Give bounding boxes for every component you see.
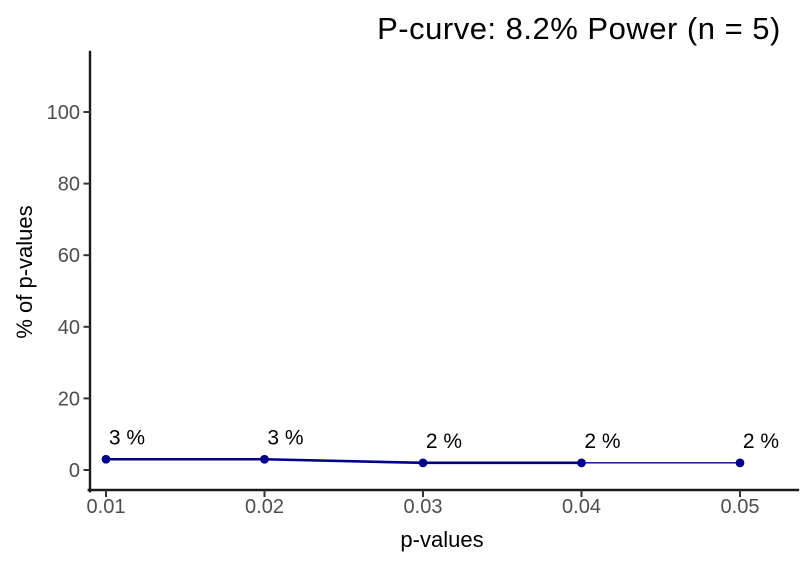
data-point [577,458,586,468]
y-tick-label: 80 [58,174,80,196]
x-axis-ticks: 0.01 0.02 0.03 0.04 0.05 [87,490,760,518]
y-tick-label: 0 [69,460,80,482]
x-tick-label: 0.04 [562,496,601,518]
y-tick-label: 20 [58,388,80,410]
x-tick-label: 0.05 [721,496,760,518]
chart-title: P-curve: 8.2% Power (n = 5) [377,11,781,46]
data-point-label: 2 % [743,430,779,453]
p-curve-series [101,454,745,468]
x-tick-label: 0.03 [404,496,443,518]
p-curve-line-main [106,457,582,465]
data-point [101,454,111,464]
data-point-label: 2 % [584,430,620,453]
x-tick-label: 0.01 [87,496,126,518]
y-axis-ticks: 0 20 40 60 80 100 [47,102,90,482]
data-point [735,458,745,468]
point-labels: 3 % 3 % 2 % 2 % 2 % [109,426,779,453]
data-point-label: 3 % [109,426,145,449]
data-point-label: 3 % [267,426,303,449]
x-axis-title: p-values [400,527,484,552]
y-tick-label: 100 [47,102,80,124]
y-tick-label: 60 [58,245,80,267]
data-point-label: 2 % [426,430,462,453]
x-tick-label: 0.02 [245,496,284,518]
data-point [260,454,269,464]
data-point [418,458,428,468]
y-tick-label: 40 [58,317,80,339]
